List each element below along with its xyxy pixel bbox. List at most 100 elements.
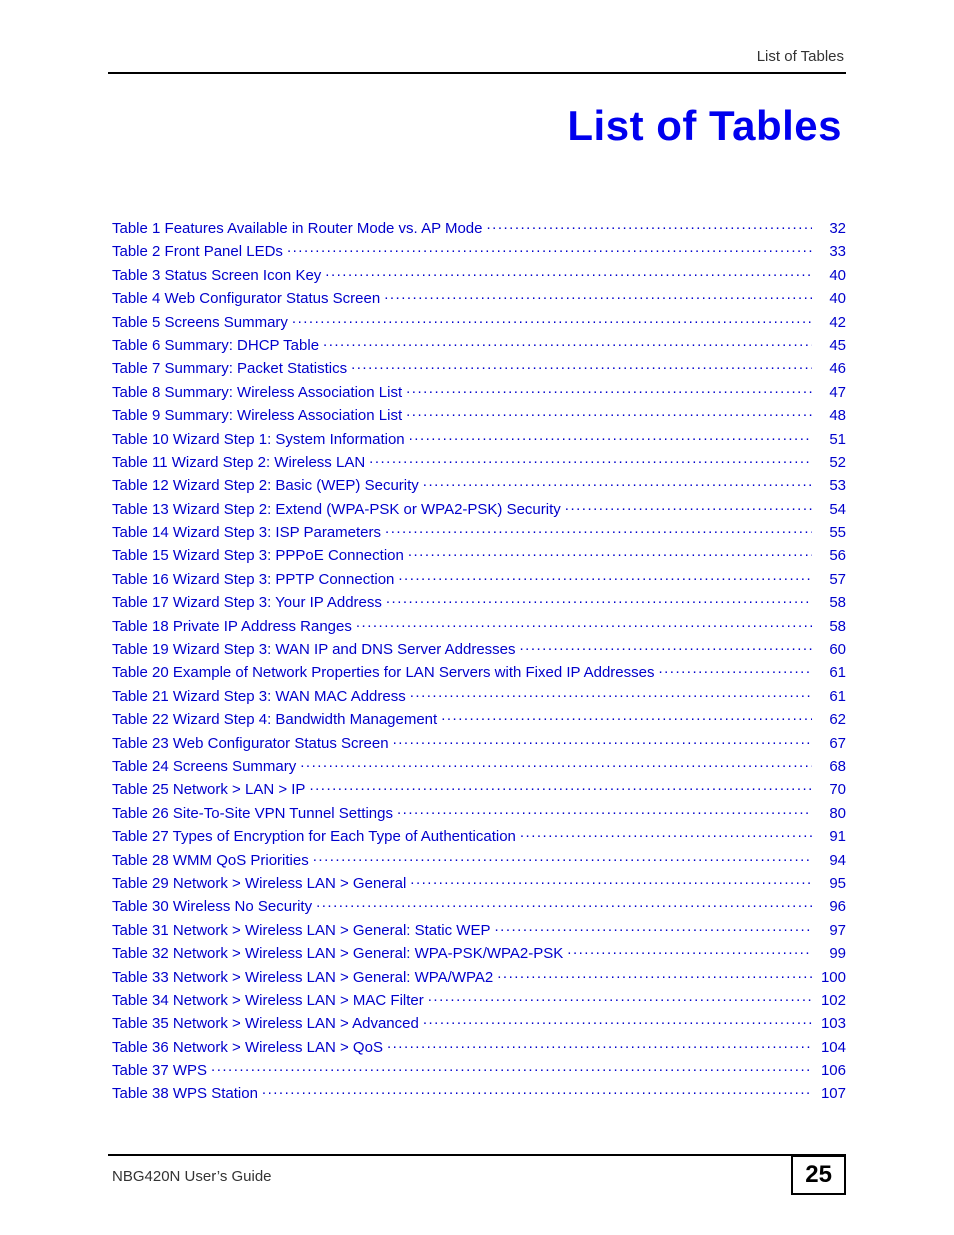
toc-entry-page: 54 bbox=[816, 501, 846, 518]
toc-entry[interactable]: Table 19 Wizard Step 3: WAN IP and DNS S… bbox=[112, 639, 846, 662]
toc-entry-label: Table 37 WPS bbox=[112, 1062, 207, 1079]
toc-leader bbox=[369, 452, 812, 467]
toc-entry[interactable]: Table 29 Network > Wireless LAN > Genera… bbox=[112, 873, 846, 896]
toc-entry[interactable]: Table 26 Site-To-Site VPN Tunnel Setting… bbox=[112, 803, 846, 826]
toc-leader bbox=[351, 358, 812, 373]
toc-entry[interactable]: Table 21 Wizard Step 3: WAN MAC Address6… bbox=[112, 686, 846, 709]
toc-entry[interactable]: Table 14 Wizard Step 3: ISP Parameters55 bbox=[112, 522, 846, 545]
toc-leader bbox=[356, 616, 812, 631]
toc-leader bbox=[423, 475, 812, 490]
toc-entry-page: 56 bbox=[816, 547, 846, 564]
running-head: List of Tables bbox=[757, 48, 844, 65]
toc-entry-page: 95 bbox=[816, 875, 846, 892]
toc-entry-page: 96 bbox=[816, 898, 846, 915]
toc-entry[interactable]: Table 27 Types of Encryption for Each Ty… bbox=[112, 826, 846, 849]
toc-leader bbox=[406, 405, 812, 420]
toc-entry-label: Table 27 Types of Encryption for Each Ty… bbox=[112, 828, 516, 845]
toc-entry[interactable]: Table 30 Wireless No Security 96 bbox=[112, 896, 846, 919]
toc-entry-label: Table 4 Web Configurator Status Screen bbox=[112, 290, 380, 307]
toc-entry[interactable]: Table 20 Example of Network Properties f… bbox=[112, 662, 846, 685]
toc-entry[interactable]: Table 4 Web Configurator Status Screen 4… bbox=[112, 288, 846, 311]
toc-leader bbox=[567, 943, 812, 958]
toc-entry[interactable]: Table 13 Wizard Step 2: Extend (WPA-PSK … bbox=[112, 499, 846, 522]
toc-entry[interactable]: Table 25 Network > LAN > IP 70 bbox=[112, 779, 846, 802]
toc-entry[interactable]: Table 10 Wizard Step 1: System Informati… bbox=[112, 429, 846, 452]
toc-entry-label: Table 20 Example of Network Properties f… bbox=[112, 664, 654, 681]
toc-entry[interactable]: Table 7 Summary: Packet Statistics46 bbox=[112, 358, 846, 381]
toc-entry[interactable]: Table 6 Summary: DHCP Table45 bbox=[112, 335, 846, 358]
toc-leader bbox=[309, 779, 812, 794]
toc-entry-page: 40 bbox=[816, 290, 846, 307]
toc-entry[interactable]: Table 9 Summary: Wireless Association Li… bbox=[112, 405, 846, 428]
toc-entry-label: Table 23 Web Configurator Status Screen bbox=[112, 735, 389, 752]
toc-leader bbox=[323, 335, 812, 350]
toc-entry-label: Table 15 Wizard Step 3: PPPoE Connection bbox=[112, 547, 404, 564]
toc-entry[interactable]: Table 37 WPS 106 bbox=[112, 1060, 846, 1083]
toc-entry-page: 42 bbox=[816, 314, 846, 331]
toc-entry-label: Table 33 Network > Wireless LAN > Genera… bbox=[112, 969, 493, 986]
toc-entry-label: Table 19 Wizard Step 3: WAN IP and DNS S… bbox=[112, 641, 516, 658]
toc-entry[interactable]: Table 36 Network > Wireless LAN > QoS104 bbox=[112, 1037, 846, 1060]
toc-entry-page: 103 bbox=[816, 1015, 846, 1032]
toc-entry-page: 33 bbox=[816, 243, 846, 260]
toc-entry-page: 61 bbox=[816, 664, 846, 681]
toc-leader bbox=[386, 592, 812, 607]
toc-entry-label: Table 16 Wizard Step 3: PPTP Connection bbox=[112, 571, 394, 588]
toc-entry-label: Table 21 Wizard Step 3: WAN MAC Address bbox=[112, 688, 406, 705]
toc-entry-label: Table 24 Screens Summary bbox=[112, 758, 296, 775]
toc-entry[interactable]: Table 1 Features Available in Router Mod… bbox=[112, 218, 846, 241]
toc-entry[interactable]: Table 15 Wizard Step 3: PPPoE Connection… bbox=[112, 545, 846, 568]
toc-leader bbox=[658, 662, 812, 677]
toc-entry[interactable]: Table 11 Wizard Step 2: Wireless LAN52 bbox=[112, 452, 846, 475]
toc-leader bbox=[387, 1037, 812, 1052]
toc-entry[interactable]: Table 18 Private IP Address Ranges 58 bbox=[112, 616, 846, 639]
toc-entry[interactable]: Table 24 Screens Summary 68 bbox=[112, 756, 846, 779]
toc-entry[interactable]: Table 5 Screens Summary42 bbox=[112, 312, 846, 335]
toc-entry[interactable]: Table 32 Network > Wireless LAN > Genera… bbox=[112, 943, 846, 966]
toc-entry-page: 62 bbox=[816, 711, 846, 728]
toc-entry[interactable]: Table 31 Network > Wireless LAN > Genera… bbox=[112, 920, 846, 943]
toc-entry[interactable]: Table 34 Network > Wireless LAN > MAC Fi… bbox=[112, 990, 846, 1013]
toc-leader bbox=[494, 920, 812, 935]
toc-entry[interactable]: Table 38 WPS Station107 bbox=[112, 1083, 846, 1106]
toc-entry-label: Table 38 WPS Station bbox=[112, 1085, 258, 1102]
toc-entry[interactable]: Table 23 Web Configurator Status Screen … bbox=[112, 733, 846, 756]
toc-entry[interactable]: Table 3 Status Screen Icon Key40 bbox=[112, 265, 846, 288]
toc-leader bbox=[292, 312, 812, 327]
toc-entry[interactable]: Table 12 Wizard Step 2: Basic (WEP) Secu… bbox=[112, 475, 846, 498]
toc-entry[interactable]: Table 28 WMM QoS Priorities94 bbox=[112, 850, 846, 873]
toc-entry-label: Table 3 Status Screen Icon Key bbox=[112, 267, 321, 284]
toc-entry-page: 68 bbox=[816, 758, 846, 775]
toc-entry-page: 51 bbox=[816, 431, 846, 448]
toc-entry-page: 58 bbox=[816, 594, 846, 611]
toc-entry-label: Table 17 Wizard Step 3: Your IP Address bbox=[112, 594, 382, 611]
toc-leader bbox=[313, 850, 812, 865]
toc-entry-page: 91 bbox=[816, 828, 846, 845]
toc-entry[interactable]: Table 8 Summary: Wireless Association Li… bbox=[112, 382, 846, 405]
toc-leader bbox=[408, 545, 812, 560]
toc-leader bbox=[409, 429, 812, 444]
top-rule bbox=[108, 72, 846, 74]
toc-entry-label: Table 14 Wizard Step 3: ISP Parameters bbox=[112, 524, 381, 541]
toc-leader bbox=[393, 733, 812, 748]
toc-entry[interactable]: Table 16 Wizard Step 3: PPTP Connection 5… bbox=[112, 569, 846, 592]
toc-entry-label: Table 18 Private IP Address Ranges bbox=[112, 618, 352, 635]
toc-entry-page: 102 bbox=[816, 992, 846, 1009]
toc-entry-label: Table 10 Wizard Step 1: System Informati… bbox=[112, 431, 405, 448]
toc-entry-page: 106 bbox=[816, 1062, 846, 1079]
toc-entry-page: 57 bbox=[816, 571, 846, 588]
toc-leader bbox=[410, 686, 812, 701]
toc-entry[interactable]: Table 17 Wizard Step 3: Your IP Address 5… bbox=[112, 592, 846, 615]
toc-leader bbox=[565, 499, 812, 514]
toc-entry-label: Table 25 Network > LAN > IP bbox=[112, 781, 305, 798]
toc-entry-label: Table 1 Features Available in Router Mod… bbox=[112, 220, 483, 237]
toc-entry[interactable]: Table 33 Network > Wireless LAN > Genera… bbox=[112, 967, 846, 990]
toc-entry-label: Table 34 Network > Wireless LAN > MAC Fi… bbox=[112, 992, 424, 1009]
toc-entry-page: 104 bbox=[816, 1039, 846, 1056]
toc-entry[interactable]: Table 35 Network > Wireless LAN > Advanc… bbox=[112, 1013, 846, 1036]
toc-entry[interactable]: Table 2 Front Panel LEDs33 bbox=[112, 241, 846, 264]
toc-leader bbox=[520, 826, 812, 841]
toc-entry[interactable]: Table 22 Wizard Step 4: Bandwidth Manage… bbox=[112, 709, 846, 732]
toc-entry-page: 58 bbox=[816, 618, 846, 635]
toc-entry-label: Table 30 Wireless No Security bbox=[112, 898, 312, 915]
